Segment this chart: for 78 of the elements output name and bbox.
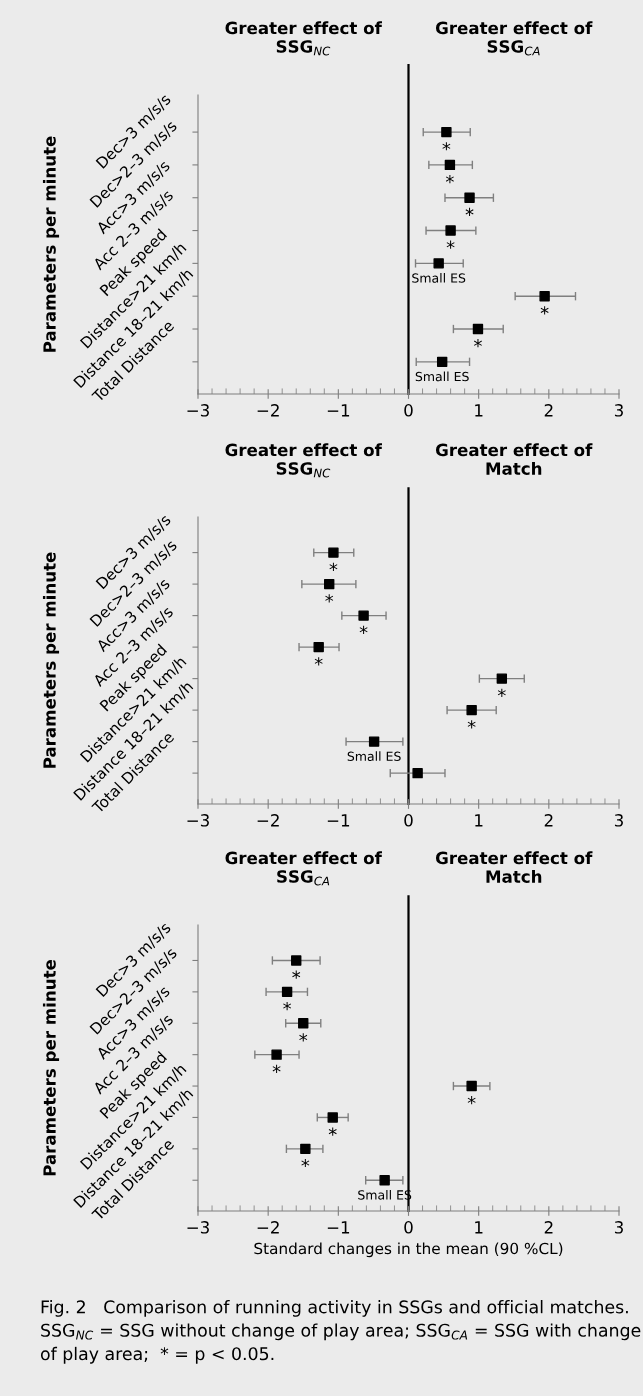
data-label: *	[272, 1064, 281, 1073]
point	[281, 986, 293, 998]
x-tick-label: −3	[187, 1221, 209, 1234]
x-tick-label: −3	[187, 814, 209, 827]
x-tick-label: −2	[257, 814, 279, 827]
data-label: *	[467, 720, 476, 729]
x-tick-label: 0	[404, 404, 413, 417]
x-tick-label: 3	[614, 814, 623, 827]
point	[436, 356, 448, 368]
point	[472, 323, 484, 335]
data-label: *	[473, 339, 482, 348]
point	[539, 290, 550, 302]
data-label: *	[301, 1158, 310, 1168]
y-axis-title: Parameters per minute	[42, 959, 60, 1176]
point	[412, 767, 423, 779]
point	[328, 547, 339, 558]
data-label: *	[445, 174, 454, 184]
x-tick-label: −3	[187, 404, 209, 417]
data-label: *	[446, 240, 455, 249]
x-tick-label: 0	[404, 814, 413, 827]
point	[466, 1080, 477, 1092]
text: Greater effect of SSG$_{CA}$	[435, 21, 593, 56]
data-label: *	[314, 657, 323, 666]
data-label: *	[497, 688, 506, 697]
text: Fig. 2 Comparison of running activity in SSGs and official matches. SSG$_{NC}$ = SSG without change of play area; SSG$_{CA}$ = SSG with change of play area; * = p < 0.05.	[40, 1300, 641, 1364]
point	[464, 192, 475, 203]
text: Greater effect of Match	[435, 443, 593, 475]
data-label: *	[467, 1096, 476, 1105]
data-label: *	[359, 625, 368, 634]
y-axis-title: Parameters per minute	[42, 136, 60, 352]
point	[444, 159, 456, 171]
data-label: *	[329, 562, 338, 571]
x-axis-title: Standard changes in the mean (90 %CL)	[254, 1242, 563, 1258]
point	[271, 1049, 282, 1060]
x-tick-label: −1	[327, 1221, 350, 1234]
point	[327, 1112, 338, 1123]
x-tick-label: 1	[475, 1221, 483, 1234]
text: Greater effect of Match	[435, 851, 593, 883]
point	[466, 704, 477, 716]
text: Greater effect of SSG$_{NC}$	[225, 443, 382, 478]
data-label: Small ES	[347, 751, 401, 762]
x-tick-label: 1	[475, 814, 483, 827]
data-label: *	[442, 142, 451, 151]
x-tick-label: 2	[544, 1221, 553, 1234]
x-tick-label: −1	[327, 814, 350, 827]
x-tick-label: 0	[404, 1221, 413, 1234]
x-tick-label: 2	[544, 814, 553, 827]
text: Greater effect of SSG$_{CA}$	[225, 851, 382, 886]
point	[300, 1143, 311, 1155]
x-tick-label: −2	[257, 1221, 279, 1234]
data-label: *	[540, 306, 549, 315]
point	[368, 736, 380, 747]
point	[445, 225, 456, 236]
data-label: *	[465, 207, 474, 217]
point	[324, 578, 335, 590]
point	[358, 610, 369, 621]
x-tick-label: −2	[257, 404, 279, 417]
data-label: *	[328, 1127, 337, 1136]
data-label: *	[325, 594, 334, 603]
data-label: *	[292, 970, 301, 979]
x-tick-label: 1	[475, 404, 483, 417]
point	[441, 126, 452, 138]
point	[433, 258, 444, 269]
point	[496, 673, 508, 684]
data-label: *	[299, 1033, 308, 1042]
x-tick-label: 2	[544, 404, 553, 417]
point	[291, 955, 302, 966]
point	[298, 1018, 309, 1029]
text: Greater effect of SSG$_{NC}$	[225, 21, 382, 56]
x-tick-label: 3	[614, 1221, 623, 1234]
y-axis-title: Parameters per minute	[42, 552, 60, 768]
point	[313, 641, 324, 653]
data-label: Small ES	[415, 371, 469, 382]
x-tick-label: −1	[327, 404, 350, 417]
data-label: Small ES	[412, 273, 466, 283]
x-tick-label: 3	[614, 404, 623, 417]
data-label: *	[283, 1001, 292, 1011]
point	[379, 1175, 390, 1186]
